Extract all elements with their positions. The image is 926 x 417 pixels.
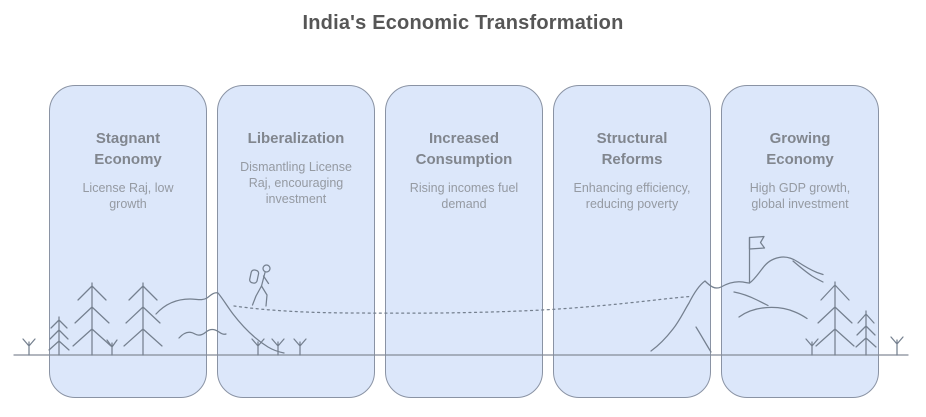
stage-description: High GDP growth, global investment bbox=[749, 181, 851, 211]
stage-title: Stagnant Economy bbox=[94, 130, 162, 168]
stage-card-stagnant-economy: Stagnant Economy License Raj, low growth bbox=[49, 85, 207, 398]
stage-title: Liberalization bbox=[247, 130, 345, 147]
stage-card-liberalization: Liberalization Dismantling License Raj, … bbox=[217, 85, 375, 398]
stage-description: Enhancing efficiency, reducing poverty bbox=[573, 181, 691, 211]
stage-title: Structural Reforms bbox=[596, 130, 668, 168]
stage-title: Increased Consumption bbox=[415, 130, 513, 168]
page-title: India's Economic Transformation bbox=[302, 12, 624, 34]
stage-description: License Raj, low growth bbox=[82, 181, 174, 211]
stage-card-structural-reforms: Structural Reforms Enhancing efficiency,… bbox=[553, 85, 711, 398]
stage-description: Rising incomes fuel demand bbox=[409, 181, 519, 211]
stage-card-growing-economy: Growing Economy High GDP growth, global … bbox=[721, 85, 879, 398]
stage-description: Dismantling License Raj, encouraging inv… bbox=[240, 160, 352, 206]
stage-card-increased-consumption: Increased Consumption Rising incomes fue… bbox=[385, 85, 543, 398]
stage-title: Growing Economy bbox=[766, 130, 834, 168]
